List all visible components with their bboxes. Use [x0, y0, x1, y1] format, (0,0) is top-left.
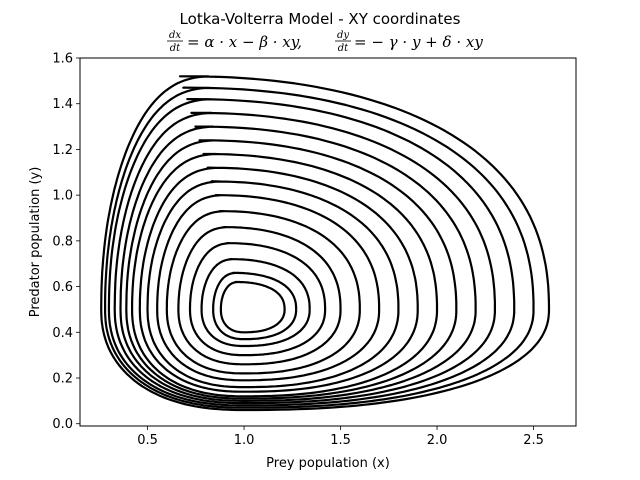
- x-tick-label: 1.0: [234, 433, 255, 448]
- chart-subtitle-equations: dx dt = α · x − β · xy, dy dt = − γ · y …: [167, 30, 483, 54]
- trajectory-loop: [103, 86, 535, 409]
- trajectory-loop: [200, 258, 311, 348]
- y-tick-label: 1.4: [52, 97, 73, 112]
- y-axis-ticks: 0.0 0.2 0.4 0.6 0.8 1.0 1.2 1.4 1.6: [52, 52, 80, 432]
- trajectory-loop: [156, 194, 381, 382]
- trajectory-loop: [131, 152, 439, 398]
- trajectory-loop: [125, 139, 458, 400]
- y-tick-label: 0.4: [52, 326, 73, 341]
- eq-right-numerator: dy: [337, 30, 349, 41]
- trajectory-loop: [119, 125, 477, 402]
- trajectory-loop: [100, 75, 551, 412]
- y-axis-label: Predator population (y): [28, 167, 43, 318]
- x-tick-label: 2.5: [523, 433, 544, 448]
- y-tick-label: 1.6: [52, 52, 73, 67]
- trajectory-loop: [165, 210, 361, 375]
- trajectory-loop: [219, 280, 286, 334]
- y-tick-label: 0.2: [52, 372, 73, 387]
- x-tick-label: 0.5: [137, 433, 158, 448]
- eq-left-rhs: = α · x − β · xy,: [187, 33, 302, 51]
- phase-trajectory: [100, 75, 551, 412]
- eq-left-numerator: dx: [169, 30, 181, 41]
- trajectory-loop: [212, 271, 298, 341]
- y-tick-label: 0.8: [52, 234, 73, 249]
- y-tick-label: 0.6: [52, 280, 73, 295]
- eq-right-denominator: dt: [338, 43, 349, 54]
- trajectory-loop: [146, 180, 400, 389]
- trajectory-loop: [138, 166, 419, 393]
- plot-frame: [79, 57, 577, 427]
- x-tick-label: 1.5: [330, 433, 351, 448]
- trajectory-loop: [113, 111, 496, 405]
- y-tick-label: 1.0: [52, 189, 73, 204]
- x-axis-label: Prey population (x): [266, 456, 390, 471]
- x-axis-ticks: 0.5 1.0 1.5 2.0 2.5: [137, 426, 544, 448]
- eq-left-denominator: dt: [170, 43, 181, 54]
- trajectory-loop: [177, 226, 342, 366]
- trajectory-loop: [188, 242, 327, 357]
- trajectory-loop: [107, 97, 516, 407]
- y-tick-label: 1.2: [52, 143, 73, 158]
- y-tick-label: 0.0: [52, 417, 73, 432]
- chart-title: Lotka-Volterra Model - XY coordinates: [180, 10, 461, 28]
- eq-right-rhs: = − γ · y + δ · xy: [354, 33, 483, 51]
- x-tick-label: 2.0: [427, 433, 448, 448]
